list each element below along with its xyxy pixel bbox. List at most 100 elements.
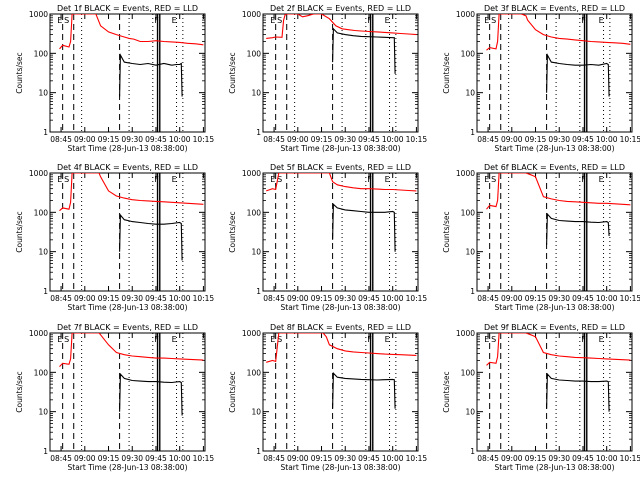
y-axis-label: Counts/sec [442,371,451,412]
plot-frame [49,332,206,452]
x-tick-label: 10:15 [620,454,640,463]
y-axis-label: Counts/sec [442,52,451,93]
chart-panel-9: Det 9f BLACK = Events, RED = LLD 1 10 100 10… [442,323,640,472]
x-tick-label: 09:30 [548,294,570,303]
x-tick-label: 09:30 [334,135,356,144]
x-tick-label: 09:00 [287,294,309,303]
time-marker-label: S [277,16,282,25]
x-tick-label: 08:45 [477,294,499,303]
x-tick-label: 08:45 [477,135,499,144]
time-marker-label: E [484,16,489,25]
x-axis-label: Start Time (28-Jun-13 08:38:00) [281,303,401,312]
y-tick-label: 1 [43,128,48,137]
time-marker-label: S [491,335,496,344]
y-tick-label: 100 [461,49,476,58]
x-tick-label: 08:45 [263,135,285,144]
time-marker-label: F [154,175,159,184]
time-marker-label: S [64,335,69,344]
x-tick-label: 09:45 [145,454,167,463]
chart-panel-5: Det 5f BLACK = Events, RED = LLD 1 10 100 10… [228,163,427,312]
x-tick-label: 09:30 [548,454,570,463]
y-tick-label: 10 [251,408,261,417]
y-tick-label: 1000 [456,169,475,178]
y-tick-label: 1000 [242,169,261,178]
x-tick-label: 09:00 [501,294,523,303]
x-tick-label: 10:15 [193,294,215,303]
time-marker-label: S [277,335,282,344]
x-tick-label: 08:45 [50,135,72,144]
time-marker-label: E [270,16,275,25]
series-line-events [119,372,183,416]
chart-title: Det 8f BLACK = Events, RED = LLD [270,323,411,332]
series-line-events [332,203,396,252]
y-tick-label: 10 [38,248,48,257]
y-tick-label: 1000 [456,329,475,338]
y-tick-label: 1 [470,287,475,296]
chart-title: Det 9f BLACK = Events, RED = LLD [484,323,625,332]
x-tick-label: 09:00 [287,454,309,463]
series-line-events [546,212,610,245]
time-marker-label: F [581,335,586,344]
x-tick-label: 09:15 [525,454,547,463]
y-axis-label: Counts/sec [15,52,24,93]
y-tick-label: 10 [251,248,261,257]
y-tick-label: 1000 [456,10,475,19]
plot-frame [262,13,419,133]
plot-frame [49,172,206,292]
chart-title: Det 7f BLACK = Events, RED = LLD [57,323,198,332]
x-tick-label: 09:15 [311,135,333,144]
chart-panel-3: Det 3f BLACK = Events, RED = LLD 1 10 100 10… [442,4,640,153]
time-marker-label: E [484,175,489,184]
x-tick-label: 10:00 [169,454,191,463]
series-line-events [546,372,610,412]
x-tick-label: 08:45 [263,454,285,463]
x-tick-label: 09:00 [74,454,96,463]
y-axis-label: Counts/sec [15,211,24,252]
time-marker-label: E [599,175,604,184]
time-marker-label: E [385,335,390,344]
series-line-lld [266,173,417,192]
x-tick-label: 08:45 [477,454,499,463]
x-tick-label: 09:00 [287,135,309,144]
time-marker-label: E [270,175,275,184]
time-marker-label: F [581,16,586,25]
x-tick-label: 10:00 [596,454,618,463]
series-line-lld [59,333,204,367]
x-tick-label: 09:15 [311,454,333,463]
y-tick-label: 100 [247,208,262,217]
plot-frame [262,172,419,292]
x-tick-label: 10:15 [406,294,428,303]
x-tick-label: 10:00 [596,294,618,303]
time-marker-label: F [367,16,372,25]
series-line-lld [59,14,204,50]
x-axis-label: Start Time (28-Jun-13 08:38:00) [68,463,188,472]
series-line-lld [266,14,417,39]
y-tick-label: 100 [247,368,262,377]
chart-title: Det 2f BLACK = Events, RED = LLD [270,4,411,13]
series-line-lld [486,14,631,51]
time-marker-label: F [367,175,372,184]
y-tick-label: 10 [38,89,48,98]
x-tick-label: 09:15 [98,294,120,303]
x-tick-label: 09:30 [121,135,143,144]
x-tick-label: 10:15 [620,294,640,303]
y-axis-label: Counts/sec [15,371,24,412]
x-tick-label: 10:15 [406,135,428,144]
time-marker-label: E [57,335,62,344]
x-tick-label: 10:00 [169,135,191,144]
x-tick-label: 09:15 [98,135,120,144]
plot-frame [476,172,633,292]
x-tick-label: 09:45 [572,454,594,463]
chart-panel-2: Det 2f BLACK = Events, RED = LLD 1 10 100 10… [228,4,427,153]
x-tick-label: 10:15 [193,454,215,463]
y-tick-label: 1 [470,447,475,456]
x-tick-label: 09:30 [334,294,356,303]
y-tick-label: 100 [461,208,476,217]
time-marker-label: F [367,335,372,344]
y-tick-label: 10 [38,408,48,417]
time-marker-label: E [172,175,177,184]
time-marker-label: E [599,335,604,344]
x-tick-label: 10:00 [382,135,404,144]
y-tick-label: 1 [256,287,261,296]
